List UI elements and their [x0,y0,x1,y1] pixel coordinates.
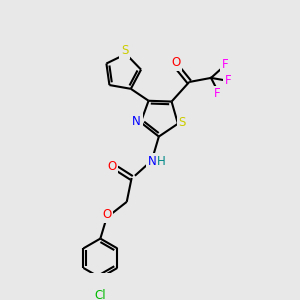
Text: S: S [178,116,186,129]
Text: F: F [222,58,229,71]
Text: H: H [157,155,166,168]
Text: F: F [225,74,231,87]
Text: O: O [107,160,116,173]
Text: N: N [132,115,141,128]
Text: O: O [171,56,180,69]
Text: N: N [148,155,156,168]
Text: F: F [214,87,220,100]
Text: S: S [121,44,128,57]
Text: Cl: Cl [94,289,106,300]
Text: O: O [102,208,111,221]
